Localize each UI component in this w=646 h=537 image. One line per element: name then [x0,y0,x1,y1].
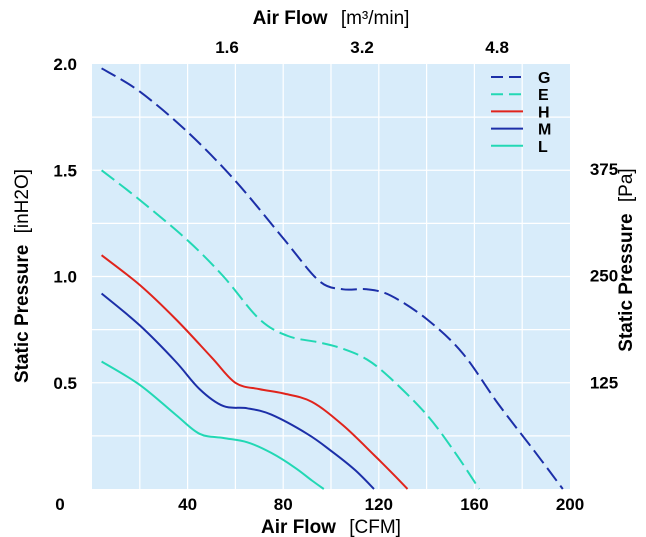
y2-axis-unit: [Pa] [616,168,637,202]
y2-tick-label: 125 [590,373,618,392]
x2-tick-label: 1.6 [215,38,239,57]
series-line-g [101,67,564,490]
x2-axis-label: Air Flow [253,8,328,29]
y-axis-title: Static Pressure [inH2O] [12,169,33,383]
y-tick-label: 1.0 [53,268,77,287]
y2-tick-label: 375 [590,160,618,179]
grid-lines [92,64,570,489]
y-axis-unit: [inH2O] [12,169,33,233]
legend-label-e: E [538,87,549,104]
x-tick-labels: 40 80 120 160 200 [178,495,584,514]
x2-tick-label: 4.8 [485,38,509,57]
series-line-h [100,254,409,490]
series-lines [100,67,564,490]
x2-axis-unit: [m³/min] [341,8,410,29]
x-tick-label: 40 [178,495,197,514]
y-tick-label: 0.5 [53,374,77,393]
x-axis-title: Air Flow [CFM] [261,517,401,537]
x-tick-label: 200 [556,495,584,514]
series-line-l [101,360,325,490]
y2-tick-label: 250 [590,267,618,286]
legend-label-g: G [538,70,550,87]
y-tick-label: 2.0 [53,55,77,74]
x-axis-label: Air Flow [261,517,336,537]
y-tick-labels: 0.5 1.0 1.5 2.0 [53,55,77,393]
y2-axis-label: Static Pressure [616,213,637,351]
series-line-e [100,169,481,490]
y-axis-label: Static Pressure [12,245,33,383]
x-tick-label: 120 [365,495,393,514]
x2-tick-label: 3.2 [350,38,374,57]
x-tick-label: 160 [460,495,488,514]
series-line-m [100,292,375,490]
y-tick-label: 1.5 [53,161,77,180]
legend-label-m: M [538,122,551,139]
x-tick-label: 80 [274,495,293,514]
y2-axis-title: Static Pressure [Pa] [616,168,637,351]
x-origin-label: 0 [55,495,64,514]
legend-label-h: H [538,104,550,121]
y2-tick-labels: 125 250 375 [590,160,618,392]
legend-label-l: L [538,139,548,156]
x-axis-unit: [CFM] [349,517,401,537]
x2-tick-labels: 1.6 3.2 4.8 [215,38,509,57]
x2-axis-title: Air Flow [m³/min] [253,8,410,29]
